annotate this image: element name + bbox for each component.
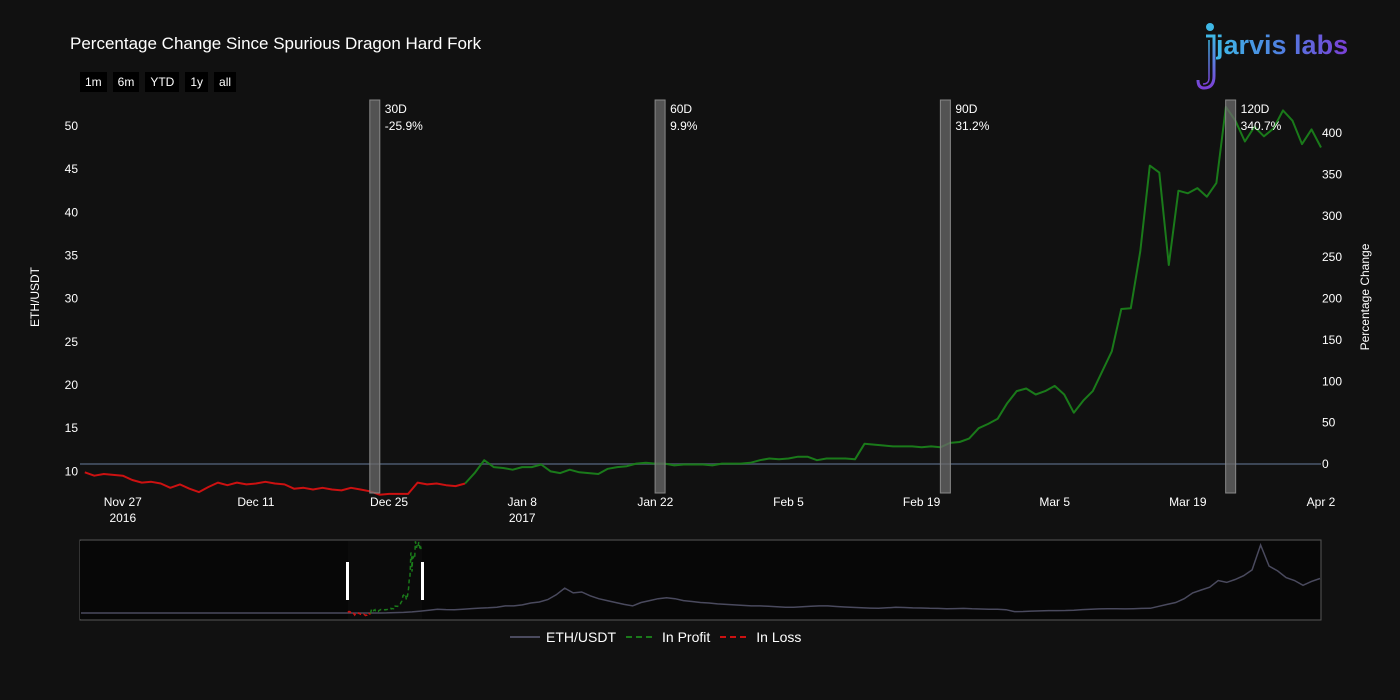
milestone-value: 9.9% [670,119,698,133]
milestone-label: 120D [1241,102,1270,116]
x-tick-label: Feb 19 [903,495,941,509]
jarvis-labs-logo: jarvis labs [1196,20,1366,92]
legend-swatch-in-loss [720,636,751,638]
fingerprint-logo-icon [1196,23,1216,90]
legend-item-eth-usdt[interactable]: ETH/USDT [510,629,616,645]
x-tick-label: Jan 8 [508,495,538,509]
milestone-value: -25.9% [385,119,423,133]
range-selector: 1m 6m YTD 1y all [80,72,237,92]
milestone-value: 31.2% [955,119,989,133]
navigator-series [81,541,1321,617]
axis-layer: 10 15 20 25 30 35 40 45 50 0 50 100 150 200 250 300 350 4… [28,119,1372,525]
legend-label-in-profit: In Profit [662,629,711,645]
legend-swatch-in-profit [626,636,656,638]
y2-tick-label: 0 [1322,457,1329,471]
milestone-label: 60D [670,102,692,116]
legend-swatch-eth-usdt [510,636,540,638]
legend-item-in-profit[interactable]: In Profit [626,629,710,645]
x-tick-label: Mar 19 [1169,495,1207,509]
milestone-label: 30D [385,102,407,116]
x-tick-label: Dec 25 [370,495,408,509]
y-tick-label: 50 [65,119,79,133]
y-tick-label: 20 [65,378,79,392]
y-tick-label: 40 [65,205,79,219]
y2-tick-label: 150 [1322,333,1342,347]
annotation-layer: 30D -25.9% 60D 9.9% 90D 31.2% 120D 340.7% [369,99,1282,494]
y-axis-title: ETH/USDT [28,266,42,327]
chart-title: Percentage Change Since Spurious Dragon … [70,34,482,53]
x-tick-sublabel: 2017 [509,511,536,525]
range-button-ytd[interactable]: YTD [145,72,180,92]
y2-tick-label: 300 [1322,209,1342,223]
y2-tick-label: 50 [1322,416,1336,430]
legend-label-eth-usdt: ETH/USDT [546,629,616,645]
x-tick-label: Nov 27 [104,495,142,509]
legend: ETH/USDT In Profit In Loss [510,629,801,645]
x-tick-sublabel: 2016 [109,511,136,525]
milestone-bar [1225,99,1237,494]
y2-tick-label: 100 [1322,374,1342,388]
navigator-mask-left [80,541,348,619]
legend-label-in-loss: In Loss [756,629,802,645]
x-tick-label: Mar 5 [1039,495,1070,509]
milestone-bar [369,99,381,494]
navigator-left-handle[interactable] [346,562,349,600]
y-tick-label: 30 [65,292,79,306]
y2-tick-label: 200 [1322,292,1342,306]
milestone-bar [939,99,951,494]
navigator-line-in-loss [347,610,371,617]
y-tick-label: 35 [65,248,79,262]
series-layer [84,105,1322,496]
y2-tick-label: 250 [1322,250,1342,264]
y2-tick-label: 350 [1322,167,1342,181]
milestone-label: 90D [955,102,977,116]
x-tick-label: Apr 2 [1307,495,1336,509]
navigator-line-eth-usdt [81,542,1321,614]
x-tick-label: Feb 5 [773,495,804,509]
main-chart: 30D -25.9% 60D 9.9% 90D 31.2% 120D 340.7% 10 15 2… [28,99,1372,525]
range-button-all[interactable]: all [214,72,237,92]
x-tick-label: Dec 11 [237,495,274,509]
logo-text: jarvis labs [1216,30,1349,60]
navigator-line-in-profit [369,541,422,614]
y-tick-label: 15 [65,421,79,435]
y-tick-label: 10 [65,464,79,478]
range-button-1m[interactable]: 1m [80,72,107,92]
navigator-mask-right [422,541,1320,619]
navigator-right-handle[interactable] [421,562,424,600]
y2-axis-title: Percentage Change [1358,243,1372,350]
milestone-bar [654,99,666,494]
range-button-1y[interactable]: 1y [185,72,209,92]
series-line-in-loss [84,471,466,496]
milestone-value: 340.7% [1241,119,1282,133]
legend-item-in-loss[interactable]: In Loss [720,629,801,645]
y-tick-label: 25 [65,335,79,349]
range-button-6m[interactable]: 6m [112,72,140,92]
y-tick-label: 45 [65,162,79,176]
series-line-in-profit [464,105,1322,485]
x-tick-label: Jan 22 [637,495,673,509]
y2-tick-label: 400 [1322,126,1342,140]
